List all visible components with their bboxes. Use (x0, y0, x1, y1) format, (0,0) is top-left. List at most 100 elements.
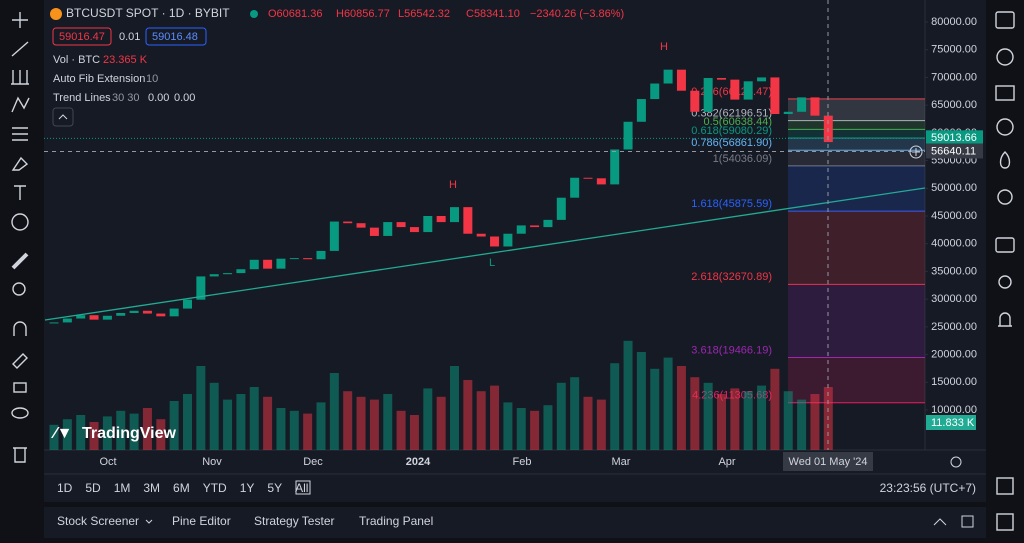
streams[interactable] (998, 275, 1012, 289)
icon-tool[interactable] (11, 213, 29, 231)
sell-price[interactable]: 59016.47 (59, 31, 105, 43)
time-label: Nov (202, 456, 222, 468)
fib-value: 10 (146, 73, 158, 85)
trend-name[interactable]: Trend Lines (53, 92, 111, 104)
hotlist[interactable] (999, 151, 1011, 169)
fib-fill (788, 284, 925, 358)
volume-box (926, 415, 976, 430)
volume-bar (770, 368, 780, 450)
alerts-clock[interactable] (996, 48, 1014, 66)
candle (516, 225, 526, 234)
y-tick-label: 40000.00 (931, 238, 977, 250)
volume-bar (663, 357, 673, 450)
collapse-legend[interactable] (52, 107, 74, 127)
candle (623, 121, 633, 150)
candle (169, 308, 179, 317)
cursor-tool[interactable] (12, 12, 28, 28)
pattern-tool[interactable] (11, 96, 30, 113)
timeframe[interactable]: 5D (85, 481, 101, 495)
panel-toggle[interactable] (996, 513, 1014, 531)
volume-bar (129, 413, 139, 450)
hide-tool[interactable] (11, 407, 29, 419)
volume-bar (436, 396, 446, 450)
timeframe[interactable]: 3M (143, 481, 160, 495)
volume-bar (610, 363, 620, 450)
timeframe[interactable]: 1Y (240, 481, 255, 495)
calendar[interactable] (996, 477, 1014, 495)
volume-bar (223, 399, 233, 450)
logo[interactable]: TradingView (82, 425, 177, 442)
magnet-tool[interactable] (13, 321, 27, 336)
settings[interactable] (950, 456, 962, 468)
timeframe[interactable]: YTD (203, 481, 227, 495)
panel-tab[interactable]: Strategy Tester (254, 514, 334, 528)
cursor-price: 56640.11 (931, 145, 976, 157)
candle (369, 227, 379, 236)
delete-tool[interactable] (13, 447, 27, 463)
draw-mode[interactable] (12, 353, 28, 369)
timeframe[interactable]: 5Y (267, 481, 282, 495)
volume-bar (196, 366, 206, 450)
candle (142, 310, 152, 314)
symbol-icon (50, 8, 62, 20)
add-button[interactable] (909, 145, 923, 159)
buy-price[interactable]: 59016.48 (152, 31, 198, 43)
panel-tab[interactable]: Pine Editor (172, 514, 231, 528)
date-range[interactable] (295, 480, 311, 495)
volume-bar (516, 408, 526, 450)
fib-label: 2.618(32670.89) (691, 271, 772, 283)
fib-tool[interactable] (11, 70, 29, 85)
maximize[interactable] (961, 515, 974, 528)
zoom-tool[interactable] (12, 282, 26, 296)
volume-bar (797, 399, 807, 450)
candle (289, 258, 299, 260)
vol-name[interactable]: Vol · BTC (53, 54, 100, 66)
candle (757, 77, 767, 82)
timeframe[interactable]: 1M (114, 481, 131, 495)
data-window[interactable] (996, 118, 1014, 136)
candle (129, 310, 139, 313)
cursor-time-box (783, 452, 873, 471)
candle (236, 269, 246, 274)
symbol[interactable]: BTCUSDT SPOT · 1D · BYBIT (66, 6, 230, 20)
candle (583, 177, 593, 179)
watchlist[interactable] (995, 11, 1015, 29)
candle (463, 207, 473, 234)
trend-v2: 0.00 (174, 92, 195, 104)
fib-fill (788, 150, 925, 166)
volume-label: 11.833 K (931, 417, 975, 429)
timeframe[interactable]: 6M (173, 481, 190, 495)
candle (596, 178, 606, 185)
news[interactable] (995, 85, 1015, 101)
timeframe[interactable]: All (295, 481, 308, 495)
sell-box[interactable] (52, 27, 112, 46)
line-tool[interactable] (11, 41, 29, 57)
candle (810, 97, 820, 116)
ideas[interactable] (997, 189, 1013, 205)
fib-name[interactable]: Auto Fib Extension (53, 73, 145, 85)
notifications[interactable] (998, 312, 1012, 327)
text-tool[interactable] (14, 185, 26, 200)
expand[interactable] (933, 518, 947, 526)
panel-tab[interactable]: Trading Panel (359, 514, 433, 528)
candle (556, 197, 566, 220)
ohlc-open: O60681.36 (268, 8, 322, 20)
brush-tool[interactable] (11, 156, 29, 171)
timeframe[interactable]: 1D (57, 481, 73, 495)
y-tick-label: 30000.00 (931, 293, 977, 305)
panel-tab[interactable]: Stock Screener (57, 514, 139, 528)
candle (396, 222, 406, 228)
ruler-tool[interactable] (11, 252, 29, 270)
candle (183, 299, 192, 309)
chat[interactable] (995, 237, 1015, 253)
lock-tool[interactable] (13, 382, 27, 393)
volume-bar (730, 388, 740, 450)
clock[interactable]: 23:23:56 (UTC+7) (880, 481, 976, 495)
forecast-tool[interactable] (12, 127, 28, 141)
spread: 0.01 (119, 31, 140, 43)
buy-box[interactable] (145, 27, 207, 46)
volume-bar (743, 391, 753, 450)
time-label: Feb (513, 456, 532, 468)
